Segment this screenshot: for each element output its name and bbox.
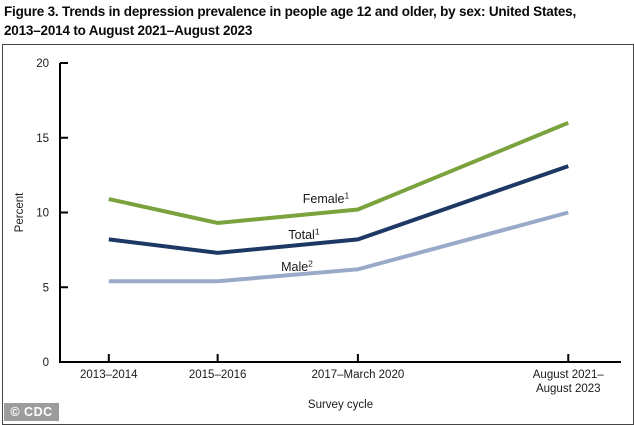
y-tick-label: 20 (36, 58, 49, 70)
chart-container: 0 5 10 15 20 Percent 2013–2014 2015–2016 2017–Ma… (2, 44, 634, 425)
y-tick-label: 0 (43, 357, 49, 369)
x-tick-label-1: 2015–2016 (189, 369, 247, 381)
axes-line (59, 63, 621, 363)
x-axis-label: Survey cycle (308, 399, 373, 411)
figure-title-line2: 2013–2014 to August 2021–August 2023 (4, 22, 253, 38)
x-tick-label-2: 2017–March 2020 (312, 369, 405, 381)
series-label-female: Female1 (303, 191, 350, 207)
figure-title: Figure 3. Trends in depression prevalenc… (4, 3, 632, 40)
series-label-total: Total1 (288, 227, 319, 243)
series-line-male (108, 210, 569, 284)
series-line-female (108, 120, 570, 225)
y-axis-label: Percent (14, 192, 26, 232)
x-tick-label-3: August 2021– (533, 369, 605, 381)
x-tick-label-3: August 2023 (536, 383, 601, 395)
y-tick-label: 15 (36, 133, 49, 145)
figure-title-line1: Figure 3. Trends in depression prevalenc… (4, 4, 577, 19)
series-label-male: Male2 (281, 259, 313, 275)
y-tick-label: 5 (43, 282, 49, 294)
x-tick-label-0: 2013–2014 (80, 369, 138, 381)
series-line-total (108, 164, 569, 255)
y-tick-label: 10 (36, 208, 49, 220)
cdc-watermark: © CDC (4, 403, 59, 421)
line-chart: 0 5 10 15 20 Percent 2013–2014 2015–2016 2017–Ma… (14, 58, 621, 411)
